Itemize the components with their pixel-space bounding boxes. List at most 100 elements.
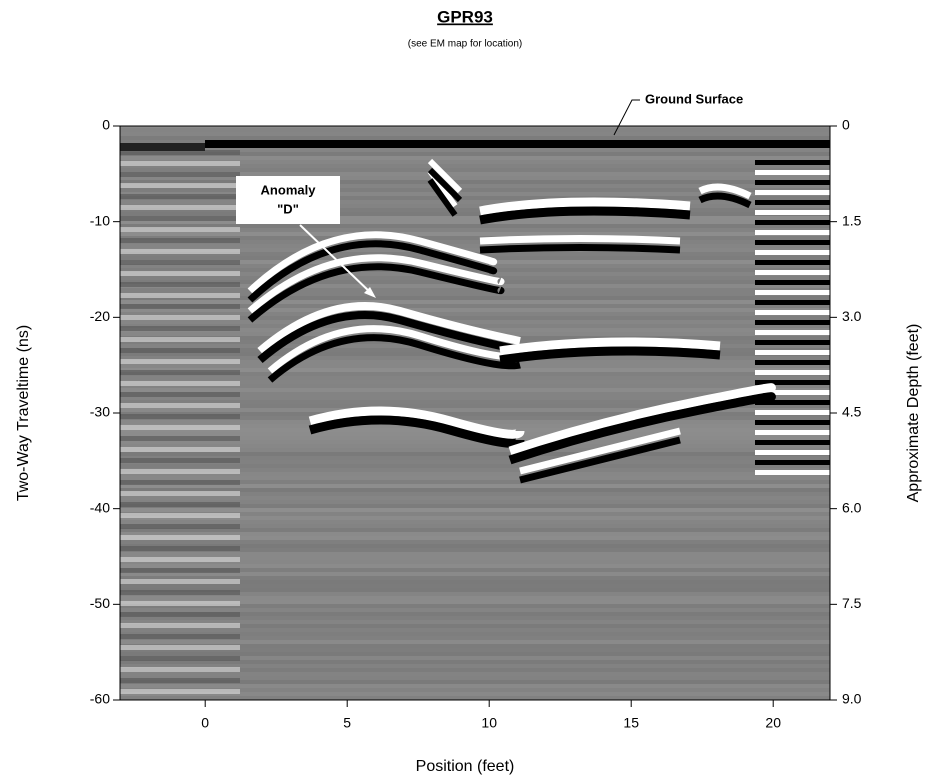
texture-band — [120, 604, 830, 608]
texture-band — [120, 500, 830, 504]
texture-band — [120, 156, 830, 160]
right-stripe — [755, 260, 830, 265]
left-stripe — [120, 249, 240, 254]
reflector-white — [257, 302, 521, 355]
left-stripe — [120, 425, 240, 430]
texture-band — [120, 200, 830, 204]
reflector-white — [247, 231, 498, 294]
y2-tick-label: 3.0 — [842, 308, 862, 324]
texture-band — [120, 476, 830, 480]
right-stripe — [755, 390, 830, 395]
texture-band — [120, 464, 830, 468]
right-stripe — [755, 330, 830, 335]
texture-band — [120, 488, 830, 492]
left-stripe — [120, 579, 240, 584]
y2-tick-label: 9.0 — [842, 691, 862, 707]
reflector-white — [479, 235, 681, 245]
texture-band — [120, 244, 830, 248]
right-stripe — [755, 380, 830, 385]
left-stripe — [120, 469, 240, 474]
right-stripe — [755, 180, 830, 185]
annotation-leader — [613, 99, 640, 136]
texture-band — [120, 608, 830, 612]
right-stripe — [755, 440, 830, 445]
texture-band — [120, 584, 830, 588]
right-stripe — [755, 360, 830, 365]
right-stripe — [755, 220, 830, 225]
texture-band — [120, 684, 830, 688]
left-stripe — [120, 568, 240, 573]
reflector-black — [479, 206, 691, 225]
reflector-white — [499, 337, 721, 356]
y-axis-label: Two-Way Traveltime (ns) — [15, 325, 32, 501]
left-stripe — [120, 194, 240, 199]
texture-band — [120, 560, 830, 564]
ground-reflection-left — [120, 143, 205, 151]
texture-band — [120, 160, 830, 164]
ground-reflection — [205, 140, 830, 148]
texture-band — [120, 188, 830, 192]
left-stripe — [120, 370, 240, 375]
texture-band — [120, 536, 830, 540]
texture-band — [120, 468, 830, 472]
right-stripe — [755, 350, 830, 355]
left-stripe — [120, 337, 240, 342]
left-stripe — [120, 546, 240, 551]
reflector-black — [698, 192, 752, 209]
texture-band — [120, 148, 830, 152]
right-stripe — [755, 210, 830, 215]
y2-tick-label: 1.5 — [842, 212, 862, 228]
reflector-black — [247, 263, 505, 323]
texture-band — [120, 664, 830, 668]
texture-band — [120, 644, 830, 648]
texture-band — [120, 596, 830, 600]
left-stripe — [120, 205, 240, 210]
texture-band — [120, 680, 830, 684]
left-stripe — [120, 271, 240, 276]
radargram-image — [120, 126, 830, 700]
texture-band — [120, 380, 830, 384]
annotation-arrow — [299, 224, 374, 296]
texture-band — [120, 420, 830, 424]
texture-band — [120, 220, 830, 224]
texture-band — [120, 544, 830, 548]
right-stripe — [755, 400, 830, 405]
left-stripe — [120, 150, 240, 155]
texture-band — [120, 240, 830, 244]
texture-band — [120, 224, 830, 228]
y2-tick-label: 6.0 — [842, 499, 862, 515]
left-stripe — [120, 524, 240, 529]
y-tick-label: -20 — [90, 308, 110, 324]
texture-band — [120, 404, 830, 408]
texture-band — [120, 564, 830, 568]
texture-band — [120, 192, 830, 196]
texture-band — [120, 484, 830, 488]
left-stripe — [120, 282, 240, 287]
left-stripe — [120, 238, 240, 243]
texture-band — [120, 520, 830, 524]
texture-band — [120, 392, 830, 396]
reflector-white — [519, 427, 681, 475]
texture-band — [120, 376, 830, 380]
x-tick-label: 10 — [481, 715, 497, 731]
right-stripe — [755, 370, 830, 375]
texture-band — [120, 248, 830, 252]
texture-band — [120, 512, 830, 516]
texture-band — [120, 368, 830, 372]
y-tick-label: -40 — [90, 499, 110, 515]
texture-band — [120, 384, 830, 388]
left-stripe — [120, 557, 240, 562]
left-stripe — [120, 623, 240, 628]
annotation-arrowhead — [364, 287, 376, 298]
left-stripe — [120, 491, 240, 496]
left-stripe — [120, 535, 240, 540]
chart-subtitle: (see EM map for location) — [408, 39, 523, 50]
y2-tick-label: 4.5 — [842, 404, 862, 420]
right-stripe — [755, 270, 830, 275]
right-stripe — [755, 420, 830, 425]
texture-band — [120, 412, 830, 416]
right-stripe — [755, 340, 830, 345]
texture-band — [120, 460, 830, 464]
texture-band — [120, 232, 830, 236]
